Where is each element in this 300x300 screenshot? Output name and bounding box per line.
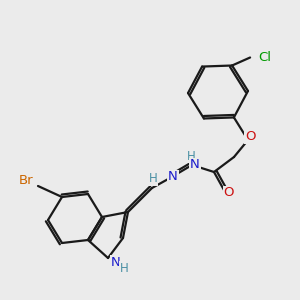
- Text: Cl: Cl: [258, 51, 271, 64]
- Text: Br: Br: [18, 175, 33, 188]
- Text: O: O: [245, 130, 255, 143]
- Text: H: H: [120, 262, 128, 275]
- Text: H: H: [187, 149, 195, 163]
- Text: N: N: [168, 170, 178, 184]
- Text: O: O: [224, 187, 234, 200]
- Text: N: N: [190, 158, 200, 172]
- Text: H: H: [148, 172, 158, 185]
- Text: N: N: [111, 256, 121, 268]
